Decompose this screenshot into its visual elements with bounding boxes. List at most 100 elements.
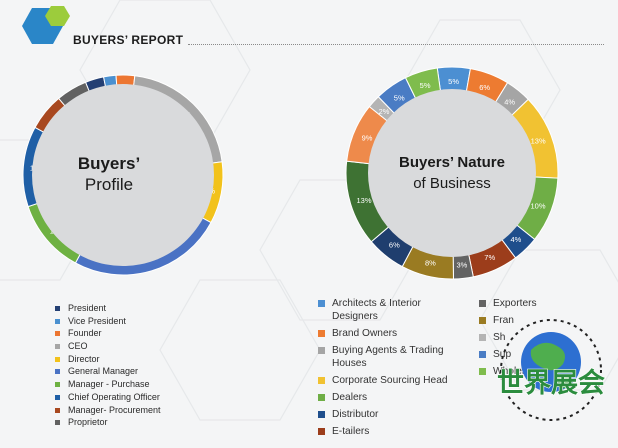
nature-legend-column-2: Exporters Fran Sh Sup Wholesalers: [479, 297, 618, 382]
legend-label: Distributor: [332, 409, 379, 420]
legend-swatch: [55, 344, 60, 350]
slice-label-0: 5%: [448, 77, 459, 86]
legend-swatch: [318, 300, 325, 307]
slice-label-12: 2%: [379, 107, 390, 116]
legend-label: Exporters: [493, 298, 537, 309]
legend-swatch: [479, 317, 486, 324]
legend-swatch: [55, 369, 60, 375]
legend-swatch: [479, 368, 486, 375]
legend-label: Buying Agents & Trading Houses: [332, 345, 444, 369]
buyers-profile-chart: 3%2%3%21%10%25%12%13%6%5%Buyers’Profile: [22, 74, 224, 276]
legend-item: Sh: [479, 331, 618, 344]
legend-item: Director: [55, 353, 161, 366]
legend-swatch: [479, 351, 486, 358]
legend-item: Chief Operating Officer: [55, 391, 161, 404]
report-logo: [22, 6, 70, 44]
slice-label-9: 6%: [389, 241, 400, 250]
legend-label: Vice President: [68, 315, 126, 326]
legend-label: President: [68, 303, 107, 313]
legend-label: Brand Owners: [332, 328, 398, 339]
chart-title-line-1: of Business: [413, 175, 491, 192]
legend-label: Manager- Procurement: [68, 404, 161, 415]
legend-swatch: [318, 330, 325, 337]
legend-swatch: [55, 394, 60, 400]
legend-item: Vice President: [55, 315, 161, 328]
legend-label: Chief Operating Officer: [68, 391, 160, 402]
legend-item: Fran: [479, 314, 618, 327]
legend-item: Exporters: [479, 297, 618, 310]
legend-item: Manager- Procurement: [55, 404, 161, 417]
legend-label: Fran: [493, 315, 514, 326]
watermark-badge: 世界展会: [496, 319, 606, 421]
nature-legend-column-1: Architects & Interior Designers Brand Own…: [318, 297, 468, 442]
watermark-ring: [500, 319, 602, 421]
nature-of-business-chart: 5% 6% 4% 13% 10% 4% 7% 3% 8% 6% 13% 9% 2% 5% 5% Buyers’…: [345, 66, 559, 280]
legend-swatch: [55, 306, 60, 311]
legend-label: Wholesalers: [493, 366, 550, 377]
slice-label-7: 3%: [457, 260, 468, 269]
legend-label: Dealers: [332, 392, 368, 403]
legend-item: Architects & Interior Designers: [318, 297, 468, 323]
legend-label: Corporate Sourcing Head: [332, 375, 448, 386]
legend-item: Wholesalers: [479, 365, 618, 378]
legend-swatch: [318, 411, 325, 418]
legend-swatch: [55, 318, 60, 324]
legend-item: Corporate Sourcing Head: [318, 374, 468, 387]
legend-swatch: [318, 394, 325, 401]
legend-label: Director: [68, 353, 100, 364]
chart-title-line-0: Buyers’: [78, 154, 140, 173]
legend-item: Dealers: [318, 391, 468, 404]
slice-label-4: 10%: [530, 202, 545, 211]
legend-label: Sh: [493, 332, 506, 343]
legend-swatch: [55, 407, 60, 413]
chart-title-line-0: Buyers’ Nature: [399, 154, 505, 171]
slice-label-14: 5%: [420, 81, 431, 90]
watermark-globe-land: [530, 342, 565, 371]
logo-hexagon-green: [45, 6, 70, 26]
legend-item: Brand Owners: [318, 327, 468, 340]
legend-item: Sup: [479, 348, 618, 361]
legend-swatch: [55, 420, 60, 426]
legend-label: CEO: [68, 341, 88, 352]
legend-label: Manager - Purchase: [68, 379, 150, 390]
legend-swatch: [479, 300, 486, 307]
legend-item: Manager - Purchase: [55, 378, 161, 391]
legend-item: General Manager: [55, 365, 161, 378]
legend-item: E-tailers: [318, 425, 468, 438]
buyers-profile-legend: President Vice President Founder CEO Directo…: [55, 302, 161, 429]
chart-title-line-1: Profile: [85, 175, 133, 194]
legend-swatch: [318, 377, 325, 384]
slice-label-5: 4%: [510, 235, 521, 244]
legend-swatch: [479, 334, 486, 341]
donut-hub: [32, 84, 214, 266]
legend-item: Proprietor: [55, 416, 161, 429]
watermark-globe-land-2: [557, 374, 571, 389]
slice-label-13: 5%: [394, 94, 405, 103]
legend-item: President: [55, 302, 161, 315]
legend-swatch: [318, 347, 325, 354]
slice-label-3: 13%: [531, 137, 546, 146]
legend-label: E-tailers: [332, 426, 370, 437]
legend-swatch: [55, 356, 60, 362]
legend-item: CEO: [55, 340, 161, 353]
slice-label-1: 6%: [479, 83, 490, 92]
slice-label-10: 13%: [357, 196, 372, 205]
legend-item: Founder: [55, 327, 161, 340]
slice-label-8: 8%: [425, 258, 436, 267]
legend-label: Sup: [493, 349, 512, 360]
legend-swatch: [318, 428, 325, 435]
donut-hub: [368, 89, 536, 257]
legend-item: Buying Agents & Trading Houses: [318, 344, 468, 370]
slice-label-6: 7%: [484, 253, 495, 262]
slice-label-2: 4%: [504, 97, 515, 106]
legend-label: Founder: [68, 328, 102, 339]
title-divider: [188, 44, 604, 45]
watermark-text: 世界展会: [497, 368, 605, 399]
legend-item: Distributor: [318, 408, 468, 421]
legend-label: Architects & Interior Designers: [332, 298, 421, 322]
legend-swatch: [55, 382, 60, 388]
legend-label: Proprietor: [68, 417, 108, 428]
legend-label: General Manager: [68, 366, 139, 377]
report-title: BUYERS’ REPORT: [73, 33, 184, 47]
